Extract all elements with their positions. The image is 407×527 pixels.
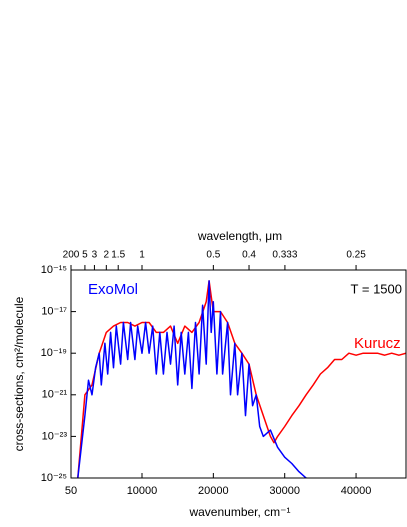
x-tick-label: 20000 [198,485,229,497]
x2-axis-title: wavelength, μm [197,229,282,243]
x2-tick-label: 200 [63,250,80,261]
x2-tick-label: 5 [82,250,88,261]
series-label: ExoMol [88,281,138,298]
x-tick-label: 40000 [341,485,372,497]
x-tick-label: 30000 [269,485,300,497]
x2-tick-label: 0.4 [242,250,256,261]
y-tick-label: 10⁻²³ [42,430,68,442]
x2-tick-label: 3 [92,250,98,261]
x2-tick-label: 1 [139,250,145,261]
y-tick-label: 10⁻¹⁹ [41,347,67,359]
y-tick-label: 10⁻¹⁷ [41,306,67,318]
y-tick-label: 10⁻¹⁵ [41,264,67,276]
plot-area [77,280,406,478]
x-axis-title: wavenumber, cm⁻¹ [188,505,290,519]
x-tick-label: 10000 [127,485,158,497]
x2-tick-label: 0.5 [206,250,220,261]
annotation: T = 1500 [351,281,402,296]
x2-tick-label: 0.25 [346,250,366,261]
y-tick-label: 10⁻²⁵ [41,472,67,484]
series-line [77,280,406,478]
series-label: Kurucz [354,335,401,352]
x2-tick-label: 2 [104,250,110,261]
plot-frame [70,269,407,479]
y-axis-title: cross-sections, cm²/molecule [12,296,26,451]
x2-tick-label: 0.333 [272,250,297,261]
y-tick-label: 10⁻²¹ [42,389,68,401]
x2-tick-label: 1.5 [111,250,125,261]
series-line [77,280,309,478]
x-tick-label: 50 [65,485,77,497]
